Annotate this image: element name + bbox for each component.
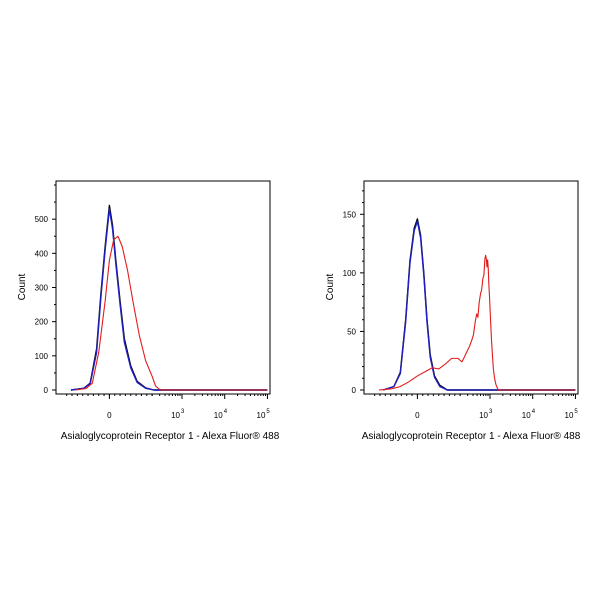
y-tick-label: 400 (35, 249, 49, 258)
histogram-panel-right: Count Asialoglycoprotein Receptor 1 - Al… (325, 180, 581, 442)
series-line-2 (378, 254, 576, 391)
y-tick-label: 0 (44, 386, 49, 395)
plot-frame (363, 180, 579, 395)
y-tick-label: 50 (347, 327, 356, 336)
y-tick-label: 100 (343, 269, 357, 278)
x-tick-label: 10 (479, 411, 488, 420)
x-tick-label: 10 (565, 411, 574, 420)
series-line-1 (383, 220, 576, 391)
series-line-2 (75, 235, 268, 391)
x-tick-exponent: 5 (574, 409, 578, 415)
x-tick-exponent: 5 (266, 409, 270, 415)
y-tick-label: 150 (343, 210, 357, 219)
y-axis-label-right: Count (325, 273, 336, 300)
x-tick-exponent: 4 (224, 409, 228, 415)
y-tick-label: 0 (352, 386, 357, 395)
histogram-panel-left: Count Asialoglycoprotein Receptor 1 - Al… (17, 180, 280, 442)
x-tick-label: 10 (257, 411, 266, 420)
x-axis-label-right: Asialoglycoprotein Receptor 1 - Alexa Fl… (362, 431, 581, 442)
x-axis-label-left: Asialoglycoprotein Receptor 1 - Alexa Fl… (61, 431, 280, 442)
plot-frame (55, 180, 271, 395)
series-line-1 (70, 208, 268, 391)
x-tick-exponent: 4 (532, 409, 536, 415)
x-tick-label: 10 (171, 411, 180, 420)
x-tick-exponent: 3 (181, 409, 185, 415)
x-tick-label: 0 (107, 411, 112, 420)
y-tick-label: 100 (35, 352, 49, 361)
x-tick-label: 10 (214, 411, 223, 420)
y-tick-label: 300 (35, 284, 49, 293)
y-tick-label: 200 (35, 318, 49, 327)
x-tick-label: 10 (522, 411, 531, 420)
y-tick-label: 500 (35, 215, 49, 224)
x-tick-exponent: 3 (489, 409, 493, 415)
y-axis-label-left: Count (17, 273, 28, 300)
x-tick-label: 0 (415, 411, 420, 420)
